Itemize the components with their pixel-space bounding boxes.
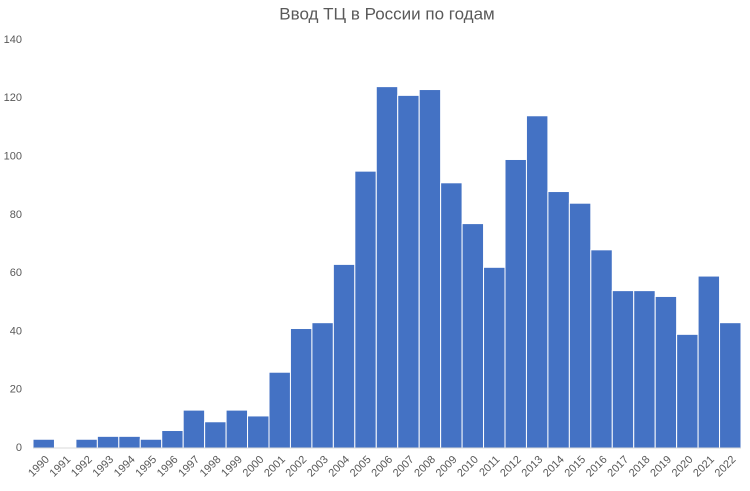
x-tick-label: 2010 [455, 454, 481, 480]
x-tick-label: 2014 [541, 454, 567, 480]
x-tick-label: 2011 [477, 454, 502, 479]
x-tick-label: 1996 [155, 454, 181, 480]
x-tick-label: 2007 [391, 454, 417, 480]
x-tick-label: 1995 [133, 454, 159, 480]
bar [590, 249, 613, 449]
bar [525, 115, 549, 449]
bar [311, 322, 334, 449]
x-tick-label: 2012 [498, 454, 524, 480]
x-tick-label: 2009 [434, 454, 460, 480]
bar [504, 158, 527, 449]
x-tick-label: 1990 [26, 454, 52, 480]
bar [289, 328, 313, 449]
y-tick-label: 60 [10, 267, 22, 279]
bar [440, 182, 463, 449]
x-tick-label: 1998 [198, 454, 224, 480]
y-tick-label: 0 [16, 442, 22, 454]
bar [96, 435, 120, 449]
x-tick-label: 2005 [348, 454, 374, 480]
x-tick-label: 2006 [369, 454, 395, 480]
bar [354, 170, 377, 449]
bar [397, 94, 420, 449]
bar [697, 275, 721, 449]
x-tick-label: 2008 [412, 454, 438, 480]
bar [204, 421, 227, 449]
bar [483, 266, 506, 449]
bar [418, 89, 442, 449]
x-tick-label: 2003 [305, 454, 331, 480]
x-tick-label: 1993 [90, 454, 116, 480]
bar [654, 295, 678, 449]
x-tick-label: 2020 [670, 454, 696, 480]
bar [676, 333, 699, 449]
bar [375, 86, 399, 449]
y-tick-label: 40 [10, 325, 22, 337]
bar [268, 371, 291, 449]
bar [139, 438, 163, 449]
bar [719, 322, 742, 449]
x-tick-label: 1994 [112, 454, 138, 480]
y-tick-label: 80 [10, 209, 22, 221]
bar [247, 415, 270, 449]
y-tick-label: 100 [4, 150, 22, 162]
x-tick-label: 1991 [48, 454, 74, 480]
x-tick-label: 2002 [284, 454, 310, 480]
chart-title: Ввод ТЦ в России по годам [279, 4, 494, 23]
bar [225, 409, 249, 449]
x-tick-label: 2013 [520, 454, 546, 480]
bar [32, 438, 55, 449]
x-tick-label: 2022 [713, 454, 739, 480]
y-tick-label: 20 [10, 384, 22, 396]
x-tick-label: 1992 [69, 454, 95, 480]
bar [75, 438, 98, 449]
bar [611, 290, 635, 449]
bar [161, 430, 184, 449]
y-tick-label: 120 [4, 92, 22, 104]
x-tick-label: 2021 [691, 454, 717, 480]
x-tick-label: 2000 [241, 454, 267, 480]
bar [118, 435, 141, 449]
x-tick-label: 1999 [219, 454, 245, 480]
x-tick-label: 2001 [262, 454, 288, 480]
x-tick-label: 1997 [176, 454, 202, 480]
bar [633, 290, 656, 449]
bar [461, 223, 485, 449]
x-tick-label: 2015 [562, 454, 588, 480]
y-tick-label: 140 [4, 34, 22, 46]
bar [182, 409, 206, 449]
bar [568, 202, 592, 449]
x-tick-label: 2004 [326, 454, 352, 480]
x-tick-label: 2018 [627, 454, 653, 480]
x-tick-label: 2017 [605, 454, 631, 480]
x-tick-label: 2019 [648, 454, 674, 480]
x-tick-label: 2016 [584, 454, 610, 480]
bar [332, 263, 356, 449]
bar [547, 191, 570, 449]
